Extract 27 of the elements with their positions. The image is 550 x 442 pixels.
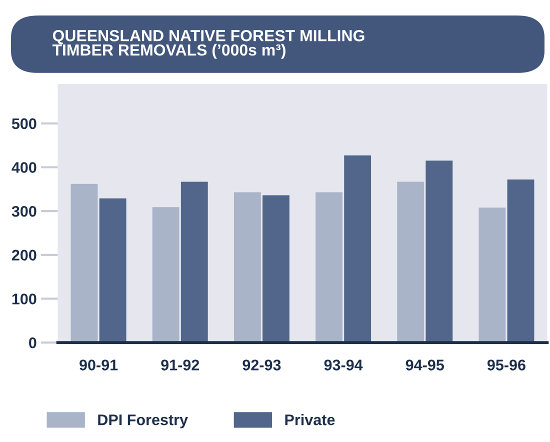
bar: [70, 184, 98, 343]
y-tick-label: 400: [12, 162, 36, 173]
x-tick-label: 90-91: [80, 360, 118, 370]
bar: [262, 195, 290, 343]
y-tick-label: 0: [29, 337, 36, 348]
bar: [152, 207, 180, 343]
x-tick-label: 92-93: [242, 360, 281, 370]
x-tick-label: 94-95: [406, 360, 444, 370]
y-tick-label: 200: [12, 250, 36, 261]
bar: [99, 198, 126, 343]
bar: [478, 208, 506, 343]
bar: [180, 182, 208, 343]
x-tick-label: 91-92: [161, 360, 200, 370]
y-tick-label: 500: [12, 118, 36, 130]
legend-label: Private: [285, 414, 335, 426]
bar: [397, 182, 424, 343]
y-tick-label: 300: [12, 206, 36, 217]
chart-title: QUEENSLAND NATIVE FOREST MILLING TIMBER REMOVALS (’000s m³): [52, 30, 364, 59]
x-tick-label: 95-96: [487, 360, 526, 370]
bar: [426, 160, 453, 343]
bar: [316, 192, 342, 343]
y-tick-label: 100: [12, 294, 36, 304]
x-tick-label: 93-94: [324, 360, 363, 370]
legend-label: DPI Forestry: [98, 414, 188, 428]
bar: [507, 180, 534, 343]
bar: [234, 192, 261, 343]
bar: [344, 155, 372, 343]
